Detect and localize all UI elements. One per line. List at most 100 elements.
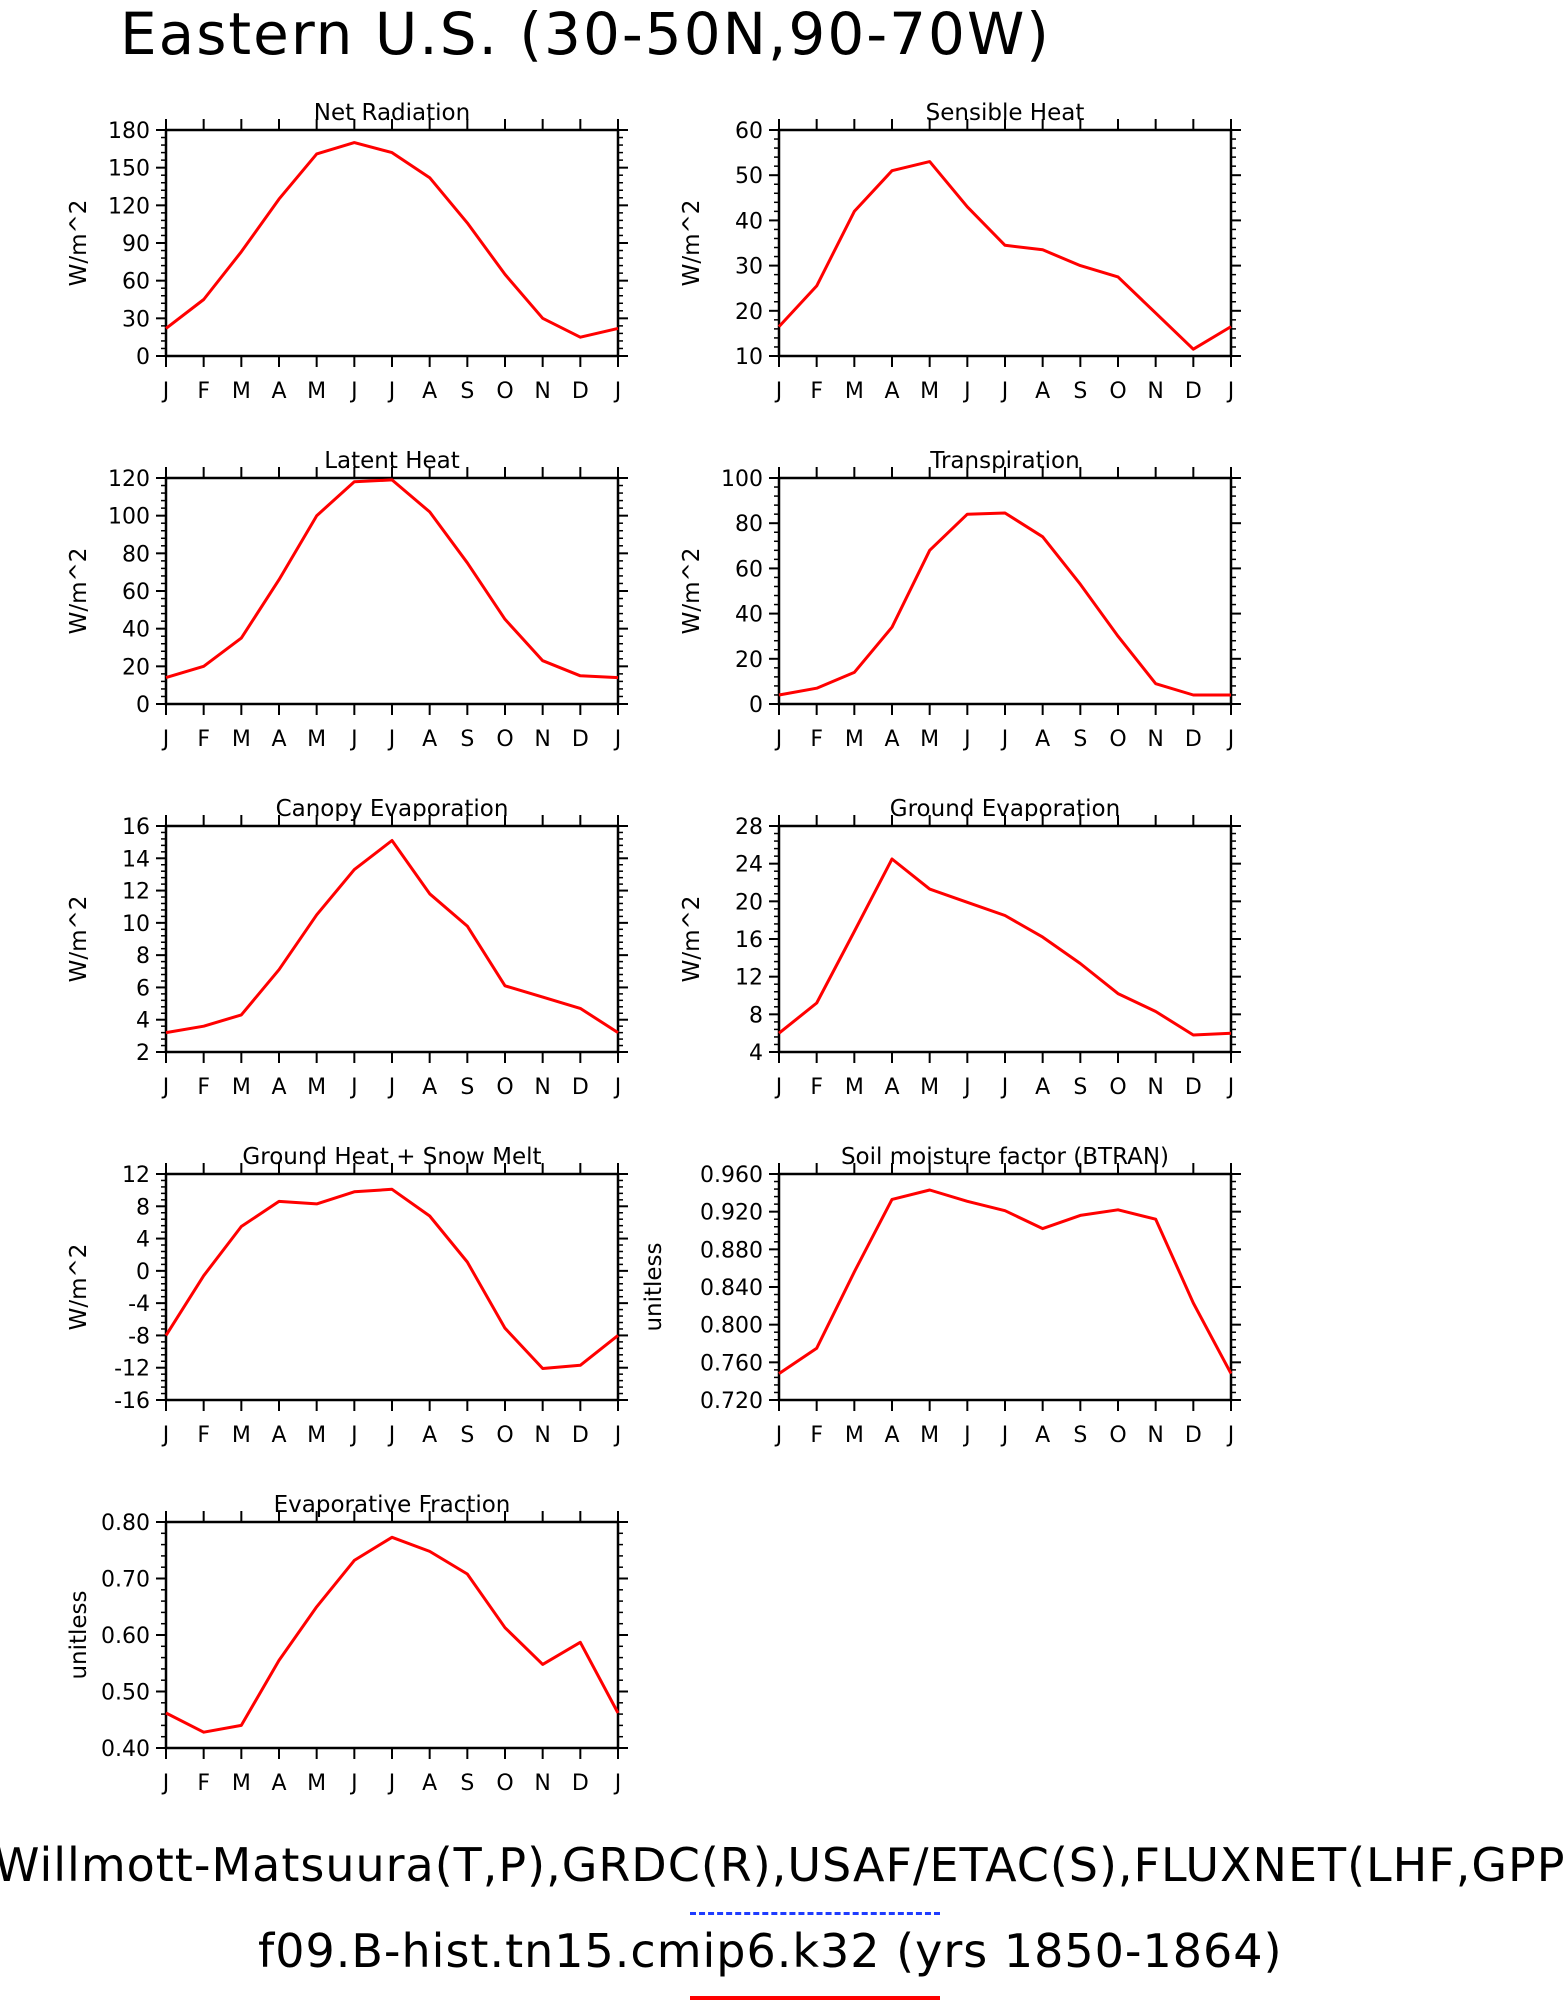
x-tick-label: A xyxy=(884,1423,899,1448)
x-tick-label: J xyxy=(774,1423,783,1448)
y-tick-label: 14 xyxy=(122,847,150,872)
x-tick-label: M xyxy=(920,727,939,752)
x-tick-label: N xyxy=(534,1771,550,1796)
y-tick-label: 20 xyxy=(735,648,763,673)
x-tick-label: N xyxy=(534,1423,550,1448)
y-tick-label: 0.760 xyxy=(700,1351,763,1376)
y-tick-label: 10 xyxy=(122,912,150,937)
y-tick-label: 2 xyxy=(136,1041,150,1066)
x-tick-label: F xyxy=(810,1075,823,1100)
series-line-0 xyxy=(165,1535,620,1734)
series-line-0 xyxy=(165,478,619,680)
x-tick-label: A xyxy=(422,1075,437,1100)
x-tick-label: O xyxy=(496,1771,513,1796)
x-tick-label: A xyxy=(422,1423,437,1448)
x-tick-label: F xyxy=(810,727,823,752)
series-line-0 xyxy=(778,1188,1233,1375)
x-tick-label: A xyxy=(271,379,286,404)
y-tick-label: 40 xyxy=(122,618,150,643)
y-tick-label: 16 xyxy=(735,928,763,953)
y-tick-label: 120 xyxy=(108,194,150,219)
x-tick-label: J xyxy=(387,1075,396,1100)
y-tick-label: 40 xyxy=(735,209,763,234)
chart-title: Canopy Evaporation xyxy=(276,796,509,822)
y-axis-label: W/m^2 xyxy=(66,1244,92,1331)
plot-frame xyxy=(777,824,1233,1054)
y-tick-label: 0.960 xyxy=(700,1163,763,1188)
x-tick-label: O xyxy=(496,727,513,752)
x-tick-label: J xyxy=(962,1423,971,1448)
x-tick-label: N xyxy=(1147,379,1163,404)
y-tick-label: 8 xyxy=(749,1003,763,1028)
x-tick-label: O xyxy=(1109,1423,1126,1448)
x-tick-label: S xyxy=(460,1423,474,1448)
y-tick-label: 12 xyxy=(735,966,763,991)
x-tick-label: J xyxy=(161,727,170,752)
y-tick-label: 4 xyxy=(136,1009,150,1034)
chart-title: Transpiration xyxy=(929,448,1079,474)
x-tick-label: J xyxy=(349,727,358,752)
y-axis-label: unitless xyxy=(641,1242,667,1331)
x-tick-label: D xyxy=(1185,727,1202,752)
x-tick-label: D xyxy=(572,1075,589,1100)
x-tick-label: O xyxy=(496,1423,513,1448)
y-tick-label: 80 xyxy=(735,512,763,537)
y-tick-label: 0.880 xyxy=(700,1238,763,1263)
y-tick-label: 100 xyxy=(721,467,763,492)
x-tick-label: J xyxy=(962,1075,971,1100)
chart-title: Sensible Heat xyxy=(926,100,1085,126)
x-tick-label: J xyxy=(349,1771,358,1796)
x-tick-label: S xyxy=(460,1771,474,1796)
y-tick-label: 28 xyxy=(735,815,763,840)
x-tick-label: D xyxy=(572,1423,589,1448)
x-tick-label: D xyxy=(572,379,589,404)
y-tick-label: 180 xyxy=(108,119,150,144)
x-tick-label: J xyxy=(774,727,783,752)
x-tick-label: J xyxy=(1226,1075,1235,1100)
y-tick-label: -8 xyxy=(128,1324,150,1349)
x-tick-label: F xyxy=(197,1423,210,1448)
x-tick-label: A xyxy=(271,1423,286,1448)
y-tick-label: 0.60 xyxy=(101,1624,150,1649)
x-tick-label: S xyxy=(1073,1075,1087,1100)
chart-title: Evaporative Fraction xyxy=(274,1492,511,1518)
y-tick-label: -12 xyxy=(114,1357,150,1382)
x-tick-label: N xyxy=(1147,1075,1163,1100)
y-tick-label: 0.50 xyxy=(101,1681,150,1706)
x-tick-label: J xyxy=(962,379,971,404)
plot-frame xyxy=(164,1520,620,1750)
series-line-0 xyxy=(778,511,1231,697)
y-tick-label: 60 xyxy=(122,580,150,605)
x-tick-label: M xyxy=(920,1423,939,1448)
y-tick-label: 0.720 xyxy=(700,1389,763,1414)
x-tick-label: A xyxy=(1035,1423,1050,1448)
x-tick-label: J xyxy=(387,1423,396,1448)
y-tick-label: -4 xyxy=(128,1292,150,1317)
y-tick-label: 12 xyxy=(122,880,150,905)
page-title: Eastern U.S. (30-50N,90-70W) xyxy=(120,0,1051,68)
y-axis-label: W/m^2 xyxy=(66,200,92,287)
y-axis-label: unitless xyxy=(66,1590,92,1679)
x-tick-label: F xyxy=(810,1423,823,1448)
x-tick-label: J xyxy=(774,379,783,404)
y-axis-label: W/m^2 xyxy=(66,548,92,635)
x-tick-label: J xyxy=(774,1075,783,1100)
y-tick-label: 60 xyxy=(735,119,763,144)
x-tick-label: J xyxy=(161,379,170,404)
x-tick-label: N xyxy=(534,1075,550,1100)
x-tick-label: S xyxy=(1073,727,1087,752)
x-tick-label: M xyxy=(307,727,326,752)
chart-panel-8: 0.400.500.600.700.80J F M A M J J A S O N D JEvapora… xyxy=(66,1492,628,1796)
y-tick-label: 20 xyxy=(735,890,763,915)
x-tick-label: F xyxy=(197,727,210,752)
x-tick-label: F xyxy=(197,1771,210,1796)
x-tick-label: A xyxy=(422,379,437,404)
x-tick-label: D xyxy=(1185,379,1202,404)
plot-frame xyxy=(164,476,620,706)
y-tick-label: 90 xyxy=(122,232,150,257)
x-tick-label: S xyxy=(460,379,474,404)
